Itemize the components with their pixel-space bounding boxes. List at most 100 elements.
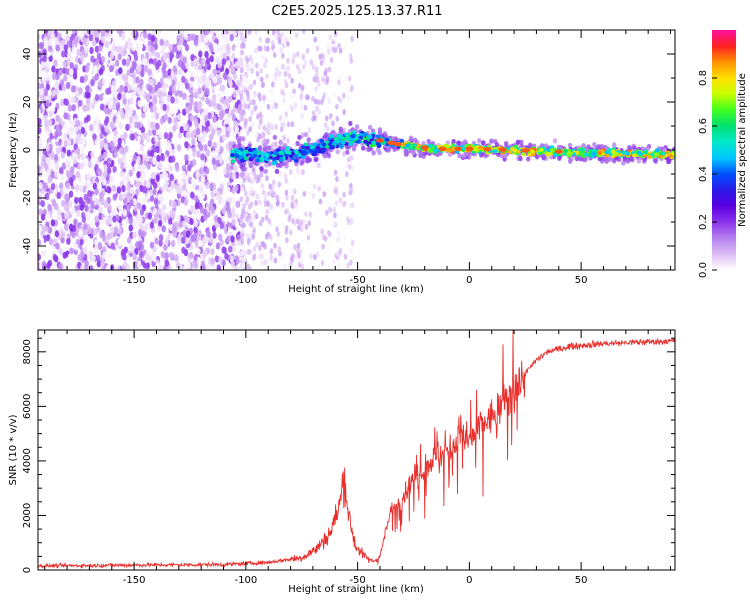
spectrum-cell [71, 30, 77, 35]
spectrum-cell [218, 233, 223, 241]
ridge-halo [240, 136, 246, 142]
ridge-halo [457, 153, 462, 159]
spectrum-cell [137, 64, 142, 72]
spectrum-cell [115, 45, 120, 53]
spectrum-cell [344, 162, 349, 169]
spectrum-cell [188, 147, 193, 156]
spectrum-cell [252, 79, 257, 86]
spectrum-cell [96, 52, 102, 60]
spectrum-cell [323, 235, 328, 242]
spectrum-cell [268, 233, 272, 240]
spectrum-cell [333, 31, 338, 38]
spectrum-cell [242, 42, 246, 49]
spectrum-cell [67, 104, 73, 112]
spectrum-cell [297, 82, 302, 89]
spectrum-cell [132, 154, 138, 162]
spectrum-cell [225, 201, 231, 209]
spectrum-cell [338, 47, 343, 54]
spectrum-cell [343, 253, 348, 260]
spectrum-cell [134, 247, 139, 255]
spectrum-cell [204, 30, 210, 36]
spectrum-cell [247, 61, 252, 68]
spectrum-cell [212, 176, 217, 185]
spectrum-cell [174, 254, 179, 262]
spectrum-cell [71, 231, 76, 239]
spectrum-cell [349, 183, 353, 190]
spectrum-cell [281, 252, 286, 259]
spectrum-cell [55, 147, 61, 155]
spectrum-cell [249, 99, 253, 106]
spectrum-cell [338, 249, 342, 256]
spectrum-cell [258, 244, 262, 251]
spectrum-cell [313, 36, 317, 43]
spectrum-cell [228, 245, 233, 253]
spectrum-cell [200, 159, 205, 167]
spectrum-cell [189, 217, 194, 226]
spectrum-cell [327, 206, 332, 213]
spectrum-cell [252, 99, 256, 106]
spectrum-cell [336, 95, 341, 102]
spectrum-cell [166, 140, 171, 148]
spectrum-cell [121, 184, 126, 193]
spectrum-cell [103, 200, 109, 208]
ridge-core [255, 158, 261, 163]
spectrum-cell [255, 70, 260, 77]
spectrum-cell [130, 133, 135, 141]
spectrum-cell [153, 197, 159, 206]
spectrum-cell [211, 94, 217, 102]
ridge-halo [481, 140, 486, 146]
spectrum-cell [200, 42, 205, 50]
spectrum-cell [61, 199, 66, 207]
spectrum-cell [208, 43, 214, 51]
spectrum-cell [225, 149, 230, 157]
spectrum-cell [277, 235, 281, 242]
spectrum-cell [80, 264, 85, 270]
spectrum-cell [272, 103, 277, 110]
spectrum-cell [162, 122, 168, 130]
spectrum-cell [97, 241, 102, 249]
ridge-halo [653, 158, 658, 164]
ridge-halo [322, 153, 328, 159]
ridge-halo [567, 158, 573, 164]
spectrum-cell [114, 59, 120, 67]
spectrum-cell [152, 49, 157, 57]
spectrum-cell [41, 249, 46, 257]
spectrum-cell [229, 255, 234, 263]
spectrum-cell [158, 239, 163, 247]
spectrum-cell [136, 135, 142, 143]
spectrum-cell [197, 103, 202, 111]
spectrum-cell [175, 185, 181, 194]
spectrum-cell [200, 153, 205, 161]
spectrum-cell [318, 53, 323, 60]
spectrum-cell [245, 89, 250, 96]
spectrum-cell [172, 225, 177, 233]
ridge-halo [403, 149, 408, 155]
spectrum-cell [173, 106, 179, 114]
spectrum-cell [172, 65, 178, 73]
spectrum-cell [332, 258, 336, 265]
spectrum-cell [350, 239, 355, 246]
spectrum-cell [71, 207, 76, 215]
spectrum-cell [72, 67, 78, 75]
spectrum-cell [121, 73, 127, 81]
spectrum-cell [269, 254, 274, 261]
spectrum-cell [258, 220, 263, 227]
spectrum-cell [86, 91, 91, 100]
ridge-halo [351, 146, 357, 152]
spectrum-cell [277, 37, 282, 44]
spectrum-cell [57, 214, 62, 222]
spectrum-cell [248, 228, 253, 235]
spectrum-cell [225, 59, 231, 68]
spectrum-cell [207, 139, 212, 148]
spectrum-cell [75, 209, 81, 218]
spectrum-cell [138, 42, 144, 50]
spectrum-cell [239, 67, 244, 74]
spectrum-cell [90, 227, 95, 235]
ridge-halo [377, 127, 383, 133]
spectrum-cell [193, 118, 198, 126]
spectrum-cell [320, 228, 325, 235]
spectrum-cell [193, 38, 199, 46]
spectrum-cell [64, 211, 69, 219]
spectrum-cell [158, 130, 163, 139]
spectrum-cell [66, 127, 71, 135]
